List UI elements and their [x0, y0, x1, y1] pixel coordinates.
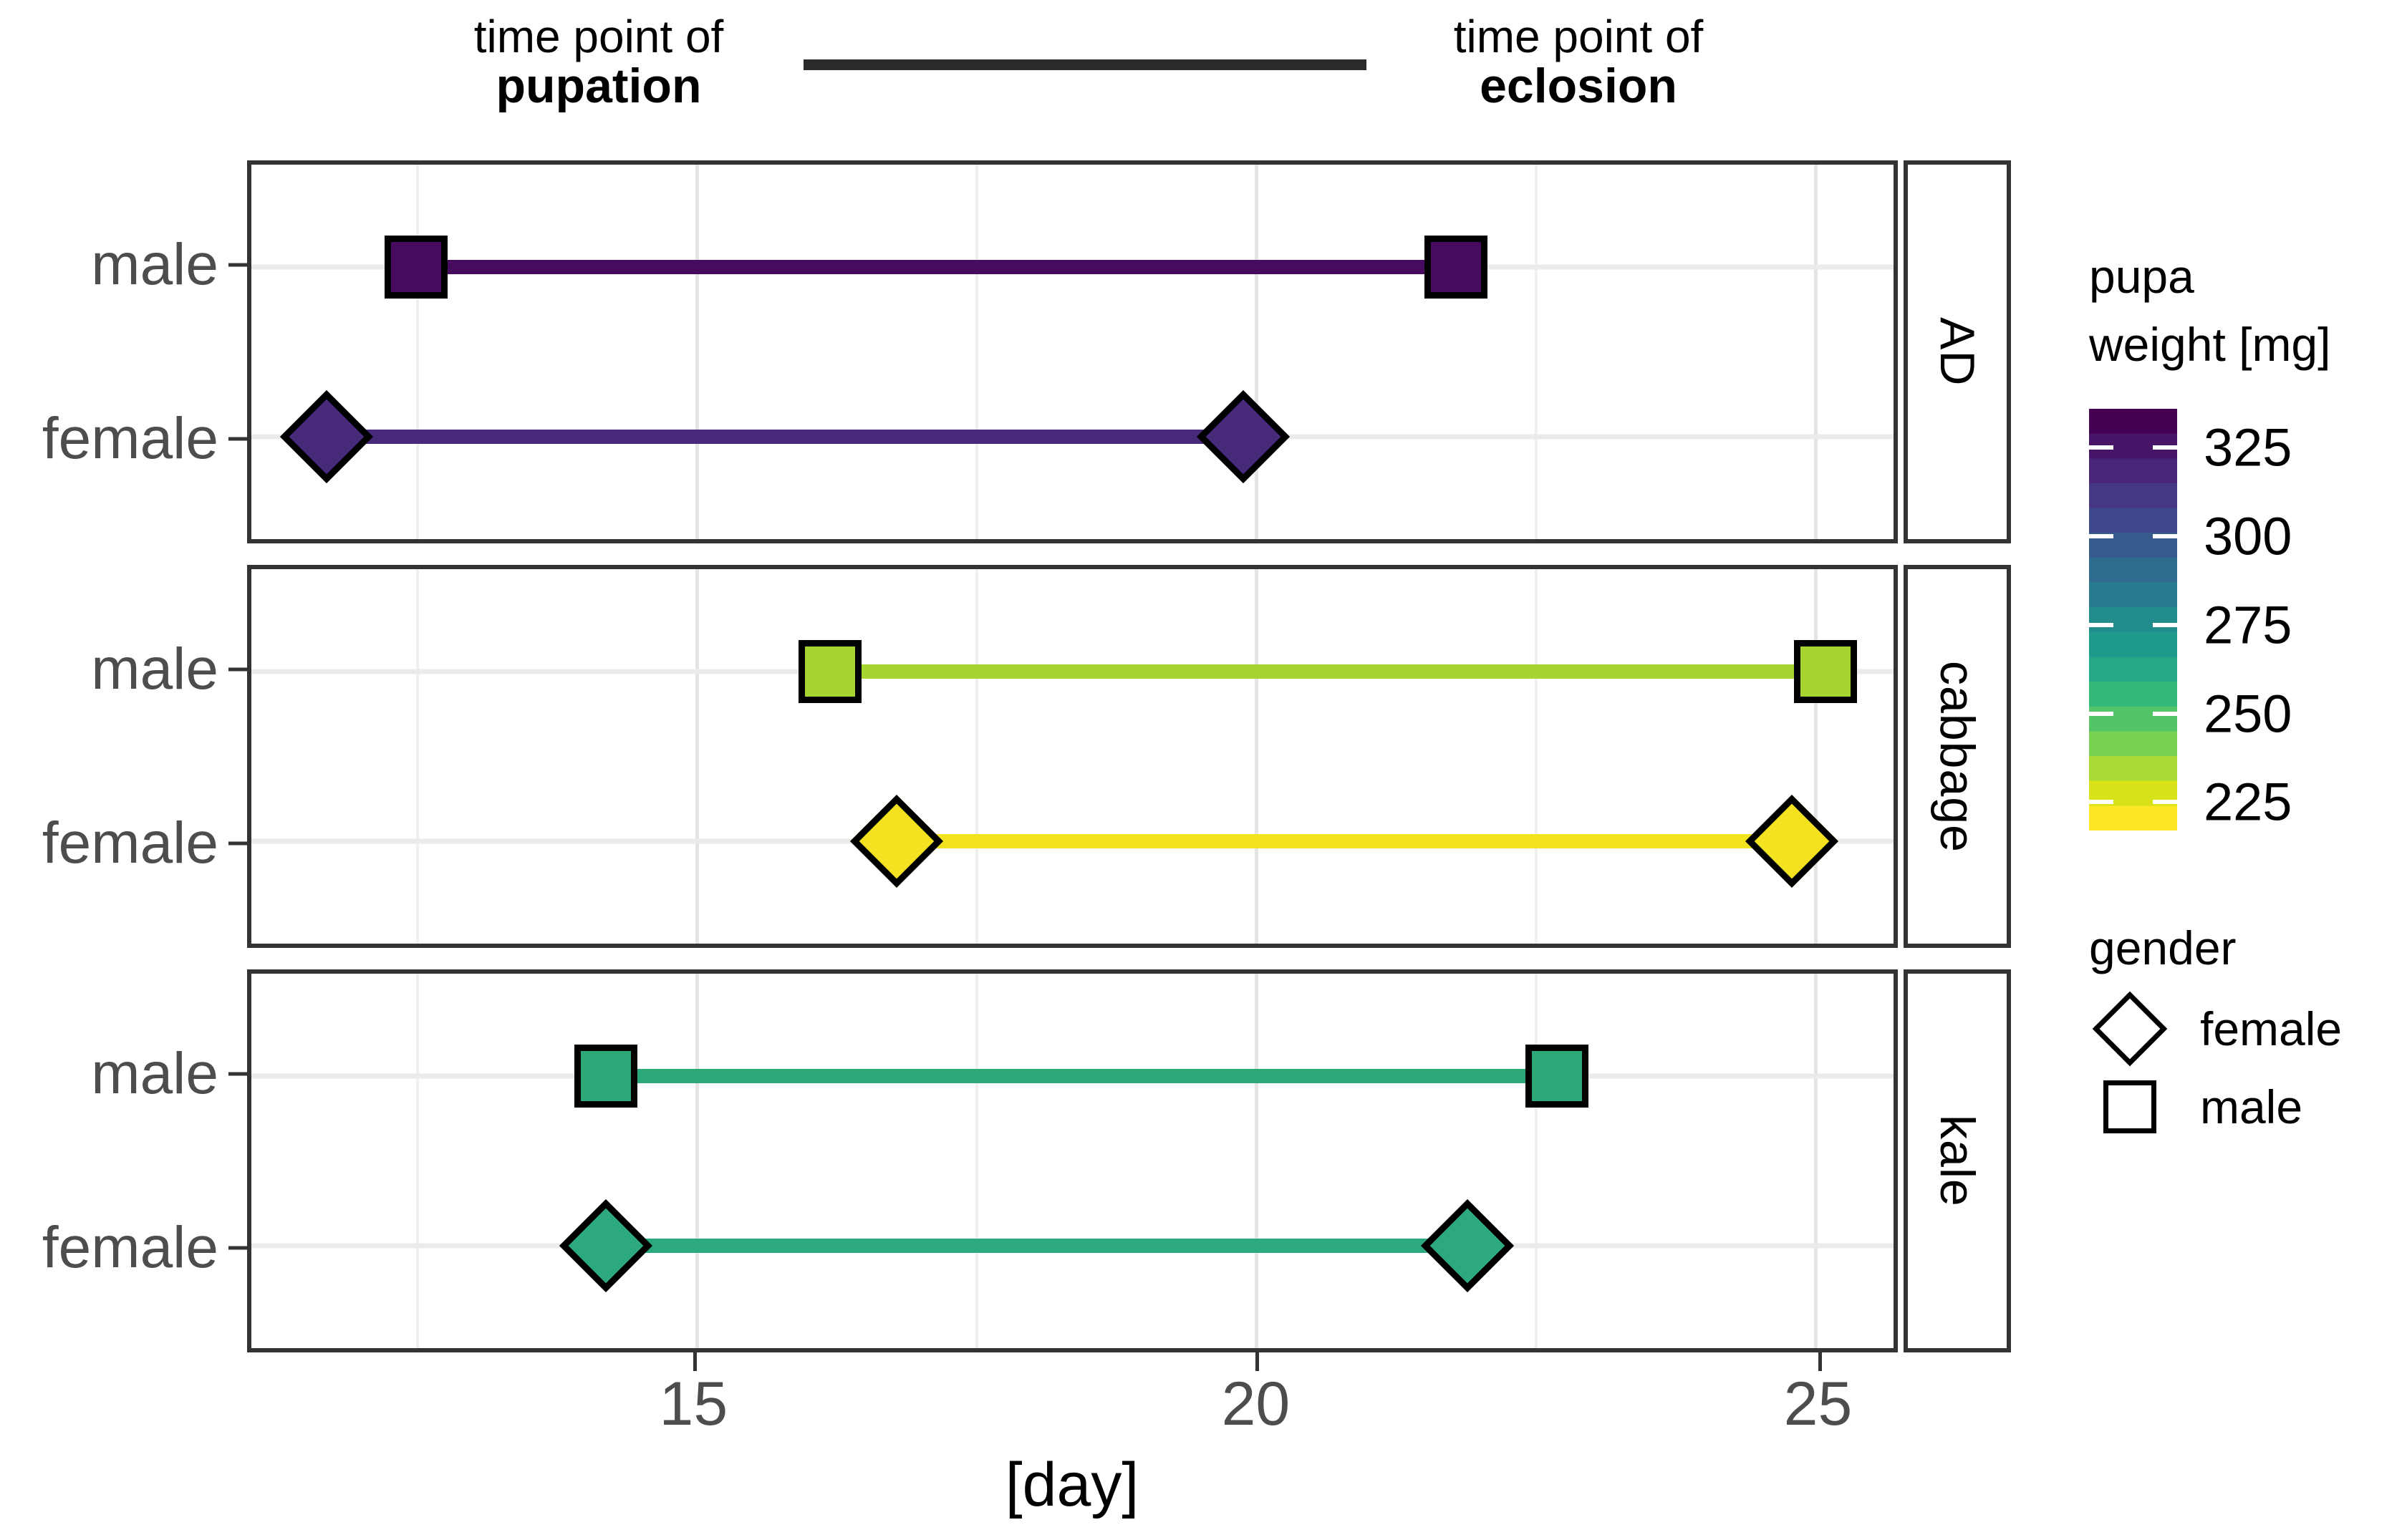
minor-gridline [975, 974, 978, 1348]
facet-strip-label: cabbage [1930, 660, 1984, 853]
interval-segment-AD-male [415, 259, 1457, 274]
y-tick-mark [228, 667, 247, 672]
minor-gridline [415, 569, 419, 944]
major-gridline [1255, 165, 1259, 539]
facet-strip-label: AD [1930, 317, 1984, 387]
colorbar-tick-mark [2089, 800, 2113, 805]
minor-gridline [1534, 165, 1538, 539]
minor-gridline [415, 165, 419, 539]
colorbar-tick-mark [2153, 711, 2177, 716]
y-axis-label-female: female [42, 1214, 218, 1280]
major-gridline [1255, 569, 1259, 944]
header-pupation: time point of pupation [473, 11, 724, 114]
facet-strip-kale: kale [1904, 969, 2011, 1352]
x-tick-label: 25 [1783, 1370, 1853, 1438]
major-gridline [695, 974, 700, 1348]
pupation-marker-kale-male [574, 1044, 638, 1108]
header-pupation-line1: time point of [473, 11, 724, 62]
eclosion-marker-AD-male [1424, 235, 1488, 299]
colorbar-tick-mark [2153, 800, 2177, 805]
colorbar-tick-mark [2089, 711, 2113, 716]
colorbar-tick-label: 275 [2204, 595, 2292, 655]
y-axis-label-male: male [91, 636, 218, 702]
minor-gridline [415, 974, 419, 1348]
colorbar-tick-mark [2153, 622, 2177, 627]
major-gridline [1814, 165, 1818, 539]
colorbar-tick-mark [2153, 445, 2177, 450]
colorbar-tick-mark [2089, 445, 2113, 450]
header-eclosion-line2: eclosion [1480, 59, 1677, 114]
interval-segment-AD-female [326, 430, 1244, 445]
pupation-marker-AD-female [279, 390, 373, 484]
interval-segment-kale-female [606, 1239, 1467, 1254]
pupation-marker-cabbage-male [798, 639, 862, 703]
pupation-marker-kale-female [559, 1199, 653, 1293]
gender-male-square-icon [2103, 1080, 2156, 1133]
y-axis-label-male: male [91, 1041, 218, 1107]
colorbar-tick-label: 300 [2204, 506, 2292, 566]
gender-female-diamond-icon [2092, 991, 2168, 1067]
interval-segment-cabbage-female [897, 834, 1792, 849]
colorbar-tick-label: 250 [2204, 684, 2292, 744]
eclosion-marker-cabbage-female [1745, 795, 1838, 888]
y-tick-mark [228, 1246, 247, 1250]
gender-male-label: male [2200, 1080, 2303, 1133]
major-gridline [1814, 974, 1818, 1348]
colorbar [2089, 409, 2177, 830]
y-axis-label-female: female [42, 405, 218, 471]
facet-panel-kale [247, 969, 1898, 1352]
facet-panel-cabbage [247, 565, 1898, 948]
y-tick-mark [228, 841, 247, 846]
pupation-marker-AD-male [384, 235, 448, 299]
interval-segment-kale-male [606, 1068, 1557, 1083]
x-tick-label: 20 [1221, 1370, 1291, 1438]
gender-legend-title: gender [2089, 921, 2237, 974]
y-tick-mark [228, 263, 247, 267]
facet-strip-cabbage: cabbage [1904, 565, 2011, 948]
colorbar-tick-mark [2153, 534, 2177, 539]
eclosion-marker-AD-female [1197, 390, 1291, 484]
gender-female-label: female [2200, 1002, 2343, 1055]
x-tick-mark [1818, 1352, 1822, 1371]
facet-panel-AD [247, 160, 1898, 543]
major-gridline [695, 165, 700, 539]
colorbar-tick-mark [2089, 534, 2113, 539]
x-tick-mark [1255, 1352, 1260, 1371]
header-connector-line [804, 59, 1366, 70]
eclosion-marker-kale-male [1525, 1044, 1588, 1108]
facet-strip-AD: AD [1904, 160, 2011, 543]
colorbar-tick-label: 325 [2204, 417, 2292, 478]
colorbar-tick-label: 225 [2204, 772, 2292, 832]
colorbar-tick-mark [2089, 622, 2113, 627]
major-gridline [1814, 569, 1818, 944]
x-tick-label: 15 [659, 1370, 728, 1438]
y-tick-mark [228, 1072, 247, 1076]
facet-strip-label: kale [1930, 1115, 1984, 1207]
y-tick-mark [228, 437, 247, 441]
header-pupation-line2: pupation [496, 59, 702, 114]
interval-segment-cabbage-male [829, 664, 1825, 679]
eclosion-marker-kale-female [1420, 1199, 1514, 1293]
minor-gridline [975, 165, 978, 539]
x-tick-mark [693, 1352, 698, 1371]
eclosion-marker-cabbage-male [1793, 639, 1857, 703]
y-axis-label-male: male [91, 232, 218, 298]
minor-gridline [975, 569, 978, 944]
major-gridline [1255, 974, 1259, 1348]
colorbar-title-line1: pupa [2089, 250, 2194, 303]
pupation-marker-cabbage-female [850, 795, 944, 888]
minor-gridline [1534, 974, 1538, 1348]
x-axis-title: [day] [1005, 1451, 1139, 1519]
colorbar-title-line2: weight [mg] [2089, 318, 2331, 371]
header-eclosion: time point of eclosion [1453, 11, 1704, 114]
header-eclosion-line1: time point of [1453, 11, 1704, 62]
y-axis-label-female: female [42, 810, 218, 876]
minor-gridline [1534, 569, 1538, 944]
major-gridline [695, 569, 700, 944]
